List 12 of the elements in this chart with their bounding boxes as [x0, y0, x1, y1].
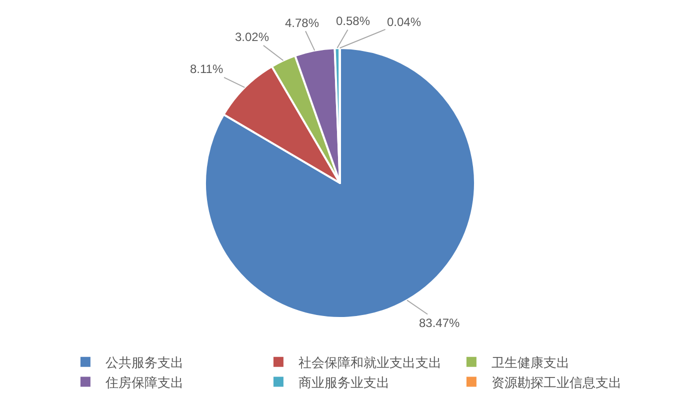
data-label: 4.78%: [285, 16, 320, 30]
legend-label: 资源勘探工业信息支出: [491, 374, 622, 390]
legend-label: 社会保障和就业支出支出: [298, 354, 442, 370]
legend-label: 商业服务业支出: [298, 374, 390, 390]
legend-label: 公共服务支出: [105, 354, 184, 370]
data-label: 0.04%: [387, 15, 422, 29]
data-label: 83.47%: [419, 316, 460, 330]
data-label: 0.58%: [336, 14, 370, 28]
legend-label: 卫生健康支出: [491, 354, 570, 370]
data-label: 3.02%: [235, 30, 270, 44]
data-label: 8.11%: [190, 62, 224, 76]
legend-label: 住房保障支出: [104, 374, 184, 390]
